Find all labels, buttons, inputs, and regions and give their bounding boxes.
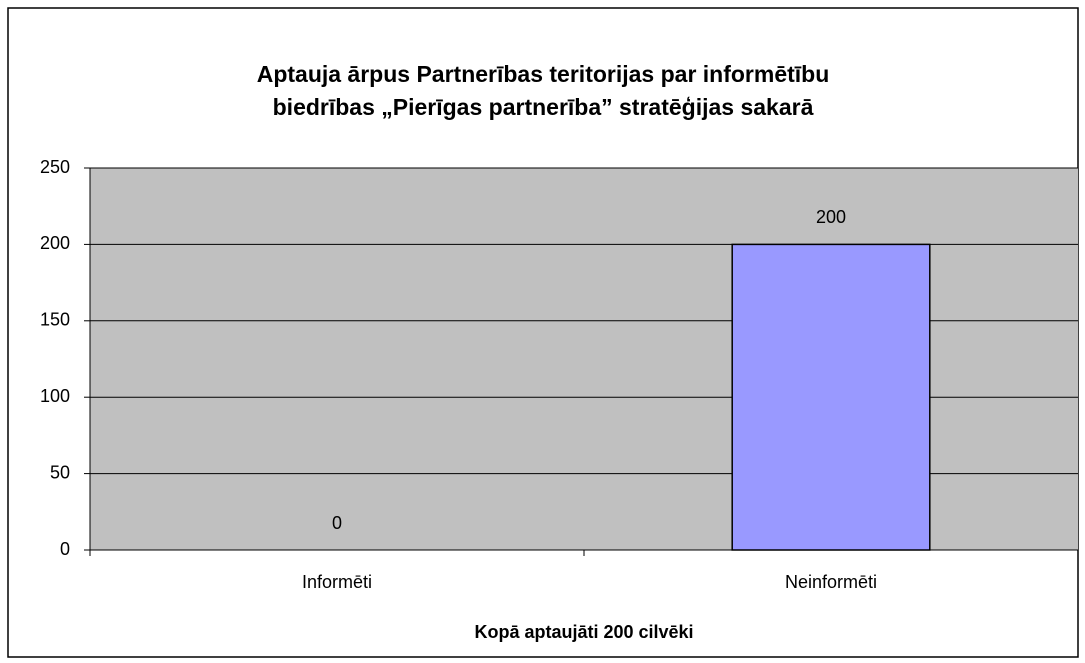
y-tick-label: 200 — [40, 233, 70, 253]
x-tick-label: Neinformēti — [785, 572, 877, 592]
y-tick-label: 0 — [60, 539, 70, 559]
bar — [731, 243, 931, 551]
x-tick-label: Informēti — [302, 572, 372, 592]
y-tick-label: 100 — [40, 386, 70, 406]
y-tick-label: 250 — [40, 157, 70, 177]
data-label: 0 — [332, 513, 342, 533]
x-axis-label: Kopā aptaujāti 200 cilvēki — [474, 622, 693, 642]
chart-title: biedrības „Pierīgas partnerība” stratēģi… — [273, 94, 814, 120]
chart-title: Aptauja ārpus Partnerības teritorijas pa… — [257, 61, 830, 87]
y-tick-label: 150 — [40, 310, 70, 330]
y-tick-label: 50 — [50, 462, 70, 482]
data-label: 200 — [816, 207, 846, 227]
